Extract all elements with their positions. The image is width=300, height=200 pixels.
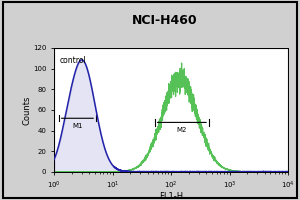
Text: control: control <box>60 56 87 65</box>
Text: NCI-H460: NCI-H460 <box>132 14 198 26</box>
Bar <box>54 48 288 172</box>
Text: M2: M2 <box>177 127 187 133</box>
Y-axis label: Counts: Counts <box>22 95 32 125</box>
Text: M1: M1 <box>72 123 83 129</box>
X-axis label: FL1-H: FL1-H <box>159 192 183 200</box>
